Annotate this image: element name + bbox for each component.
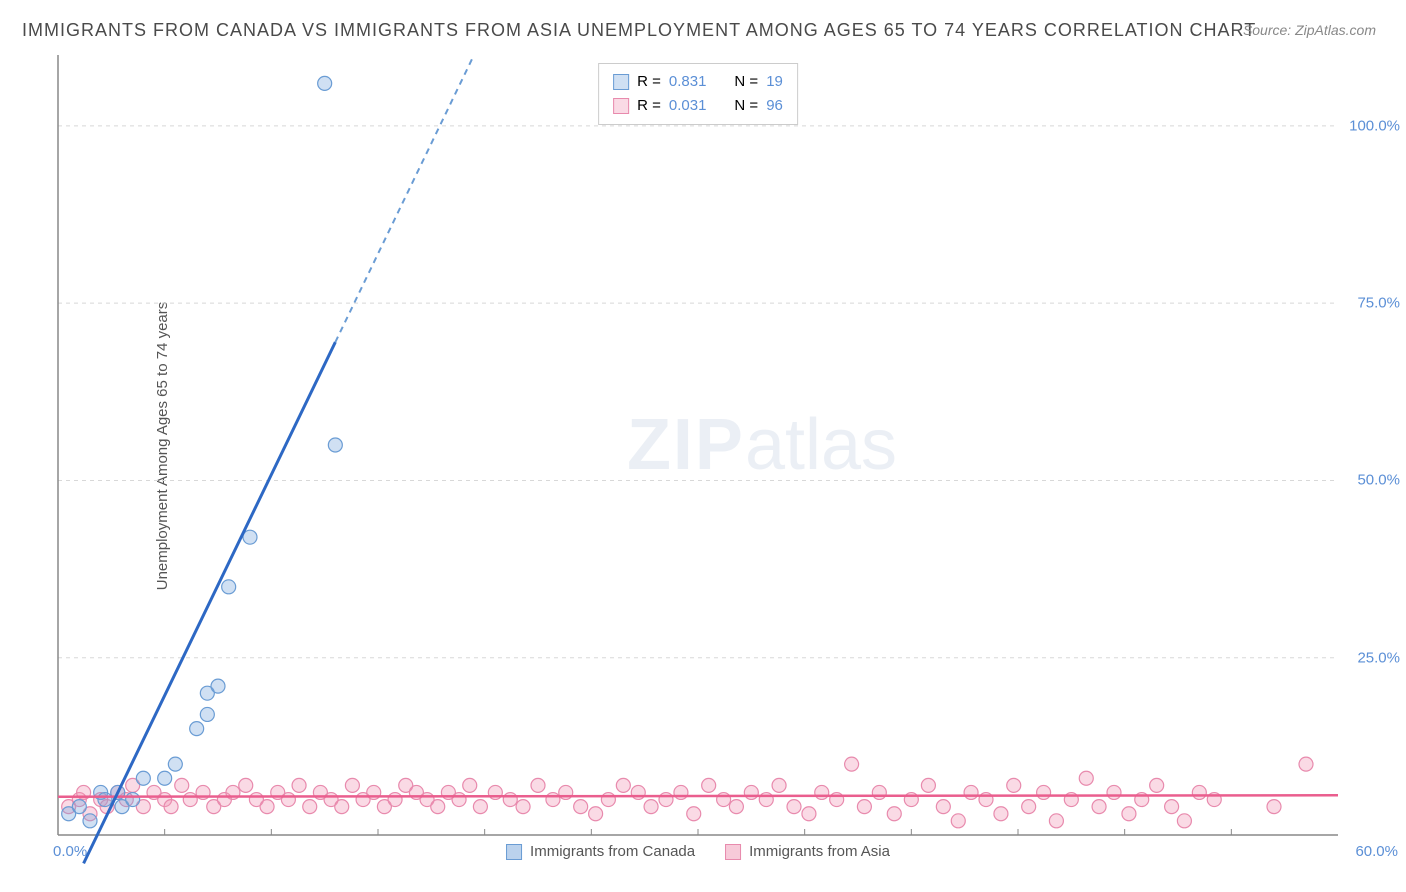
r-value-0: 0.831 [669, 70, 707, 94]
swatch-asia [613, 98, 629, 114]
r-label-1: R = [637, 94, 661, 118]
ytick-label: 25.0% [1357, 649, 1400, 666]
legend-swatch-asia [725, 844, 741, 860]
stats-row-canada: R = 0.831 N = 19 [613, 70, 783, 94]
r-value-1: 0.031 [669, 94, 707, 118]
x-label-max: 60.0% [1355, 843, 1398, 860]
stats-legend: R = 0.831 N = 19 R = 0.031 N = 96 [598, 63, 798, 125]
source-name: ZipAtlas.com [1295, 22, 1376, 38]
legend-label-canada: Immigrants from Canada [530, 843, 695, 860]
source-attribution: Source: ZipAtlas.com [1243, 22, 1376, 38]
legend-swatch-canada [506, 844, 522, 860]
x-label-min: 0.0% [53, 843, 87, 860]
n-value-0: 19 [766, 70, 783, 94]
legend-label-asia: Immigrants from Asia [749, 843, 890, 860]
chart-title: IMMIGRANTS FROM CANADA VS IMMIGRANTS FRO… [22, 20, 1256, 41]
n-value-1: 96 [766, 94, 783, 118]
ytick-label: 100.0% [1349, 117, 1400, 134]
ytick-label: 50.0% [1357, 472, 1400, 489]
legend-item-canada: Immigrants from Canada [506, 843, 695, 860]
r-label-0: R = [637, 70, 661, 94]
n-label-1: N = [734, 94, 758, 118]
legend-item-asia: Immigrants from Asia [725, 843, 890, 860]
swatch-canada [613, 74, 629, 90]
chart-svg [58, 55, 1338, 835]
source-label: Source: [1243, 22, 1291, 38]
ytick-label: 75.0% [1357, 295, 1400, 312]
n-label-0: N = [734, 70, 758, 94]
plot-area: ZIPatlas R = 0.831 N = 19 R = 0.031 N = … [58, 55, 1338, 835]
series-legend: Immigrants from Canada Immigrants from A… [506, 843, 890, 860]
stats-row-asia: R = 0.031 N = 96 [613, 94, 783, 118]
